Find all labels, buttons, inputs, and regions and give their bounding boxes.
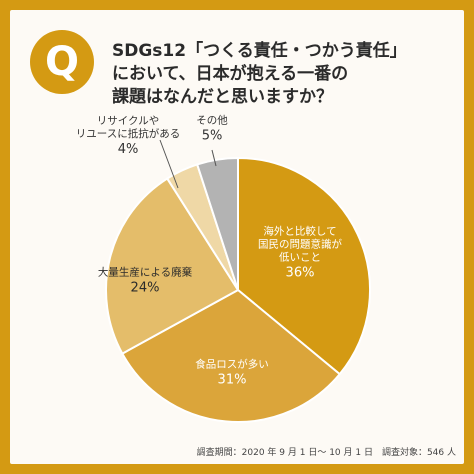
survey-note: 調査期間：2020 年 9 月 1 日〜 10 月 1 日 調査対象：546 人 [196, 448, 456, 458]
slice-label: 国民の問題意識が [258, 238, 342, 251]
question-text: SDGs12「つくる責任・つかう責任」 において、日本が抱える一番の 課題はなん… [112, 40, 457, 109]
slice-label: リサイクルや [97, 115, 159, 127]
question-badge-letter: Q [44, 39, 79, 85]
slice-value-label: 24% [131, 281, 160, 296]
slice-label: リユースに抵抗がある [76, 127, 180, 140]
slice-label: 低いこと [279, 251, 321, 264]
leader-line [211, 149, 217, 167]
slice-value-label: 31% [218, 373, 247, 388]
question-line: SDGs12「つくる責任・つかう責任」 [112, 41, 407, 61]
pie-slice [105, 177, 240, 355]
slice-label: 食品ロスが多い [195, 358, 269, 371]
slice-value-label: 36% [286, 266, 315, 281]
pie-slice [237, 156, 371, 376]
slice-value-label: 4% [118, 142, 139, 157]
pie-slice [195, 156, 239, 291]
question-badge: Q [30, 30, 94, 94]
leader-line [159, 139, 179, 189]
slice-value-label: 5% [202, 129, 223, 144]
slice-label: 大量生産による廃棄 [98, 266, 193, 279]
slice-label: その他 [196, 114, 228, 127]
slice-label: 海外と比較して [263, 225, 336, 238]
question-line: 課題はなんだと思いますか？ [112, 87, 333, 107]
question-line: において、日本が抱える一番の [112, 64, 349, 84]
pie-slice [120, 288, 342, 423]
